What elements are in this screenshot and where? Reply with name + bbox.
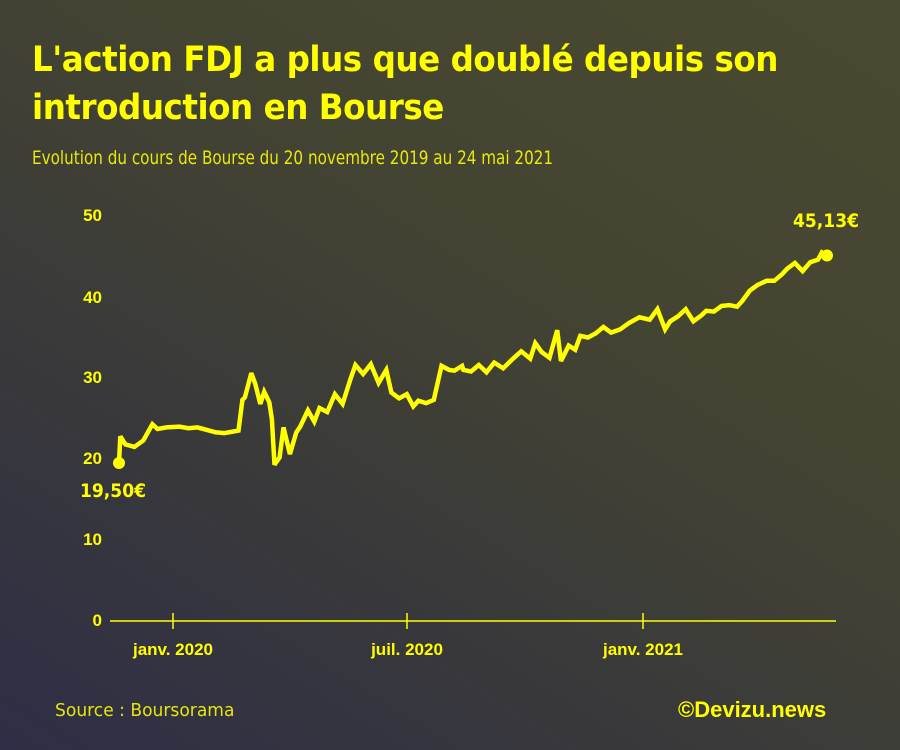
source-note: Source : Boursorama [55,700,235,721]
end-value-label: 45,13€ [793,210,859,232]
chart-title: L'action FDJ a plus que doublé depuis so… [32,40,779,128]
start-point-marker [113,457,125,470]
chart-subtitle: Evolution du cours de Bourse du 20 novem… [32,147,554,169]
y-tick-30: 30 [83,368,102,387]
y-tick-20: 20 [83,449,102,468]
y-tick-0: 0 [92,611,102,630]
x-tick-label-jan-2020: janv. 2020 [132,640,214,659]
price-line [116,249,829,466]
end-point-marker [821,249,833,262]
copyright-credit: ©Devizu.news [678,697,827,722]
y-tick-10: 10 [83,530,102,549]
x-tick-label-jul-2020: juil. 2020 [371,640,443,659]
y-tick-50: 50 [83,206,102,225]
x-tick-label-jan-2021: janv. 2021 [602,640,684,659]
y-tick-40: 40 [83,288,102,307]
start-value-label: 19,50€ [80,480,146,502]
